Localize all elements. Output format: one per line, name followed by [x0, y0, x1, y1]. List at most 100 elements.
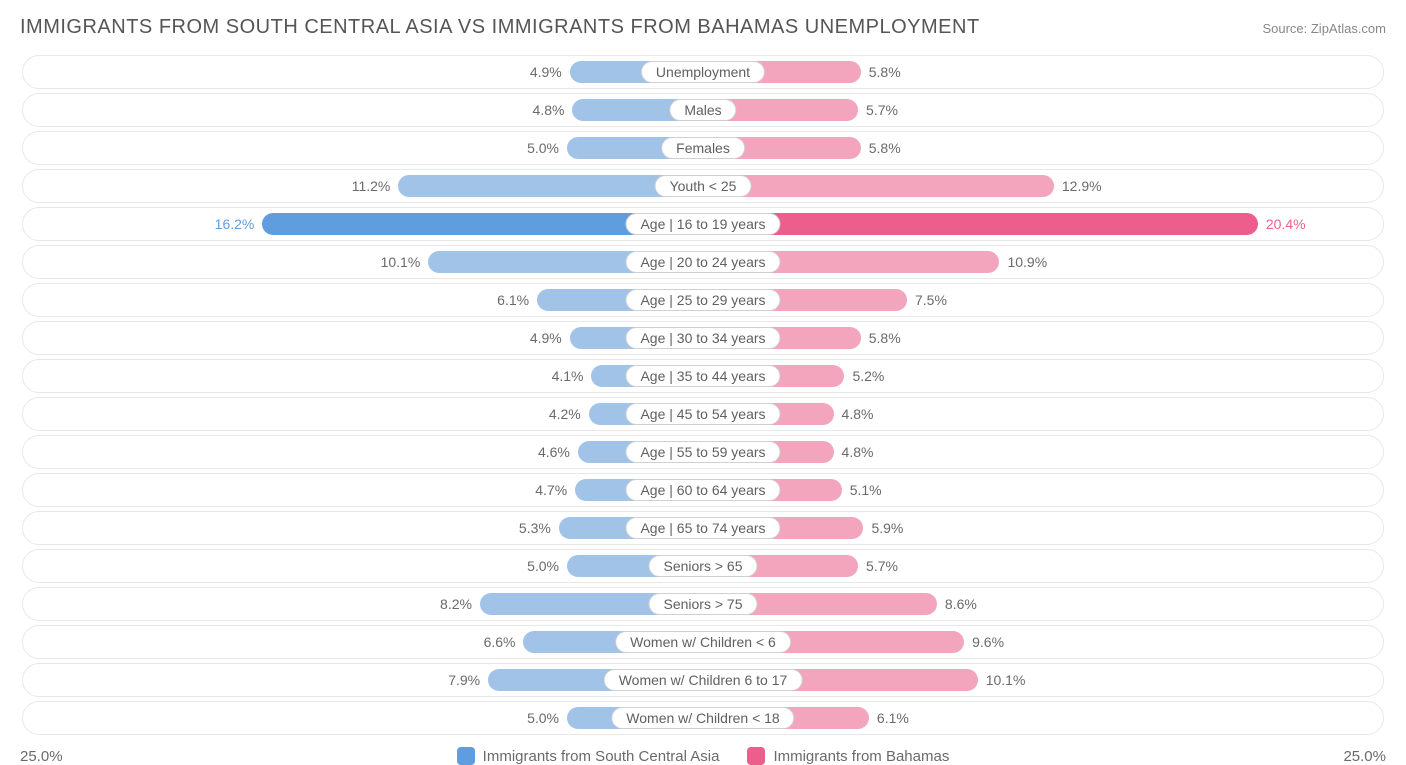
chart-row: 4.9% 5.8% Unemployment	[22, 55, 1384, 89]
category-pill: Seniors > 65	[649, 555, 758, 577]
diverging-bar-chart: 4.9% 5.8% Unemployment 4.8% 5.7% Males 5.0% 5.8…	[20, 55, 1386, 735]
category-pill: Females	[661, 137, 745, 159]
category-pill: Age | 25 to 29 years	[625, 289, 780, 311]
legend-label-left: Immigrants from South Central Asia	[483, 748, 720, 765]
bar-left-container: 6.1%	[23, 284, 703, 316]
value-right: 20.4%	[1258, 216, 1314, 232]
chart-row: 16.2%20.4%Age | 16 to 19 years	[22, 207, 1384, 241]
chart-row: 10.1% 10.9% Age | 20 to 24 years	[22, 245, 1384, 279]
chart-row: 8.2% 8.6% Seniors > 75	[22, 587, 1384, 621]
value-right: 5.9%	[863, 520, 911, 536]
bar-right-container: 5.7%	[703, 550, 1383, 582]
value-left: 4.9%	[522, 330, 570, 346]
bar-right-container: 5.1%	[703, 474, 1383, 506]
value-right: 5.2%	[844, 368, 892, 384]
value-right: 6.1%	[869, 710, 917, 726]
category-pill: Age | 45 to 54 years	[625, 403, 780, 425]
bar-left-container: 4.1%	[23, 360, 703, 392]
value-right: 4.8%	[834, 444, 882, 460]
value-right: 10.9%	[999, 254, 1055, 270]
bar-right	[703, 213, 1258, 235]
category-pill: Unemployment	[641, 61, 765, 83]
value-right: 5.7%	[858, 102, 906, 118]
legend-label-right: Immigrants from Bahamas	[773, 748, 949, 765]
chart-row: 4.7% 5.1% Age | 60 to 64 years	[22, 473, 1384, 507]
bar-left-container: 4.2%	[23, 398, 703, 430]
value-left: 16.2%	[207, 216, 263, 232]
chart-row: 4.6%4.8%Age | 55 to 59 years	[22, 435, 1384, 469]
bar-right-container: 7.5%	[703, 284, 1383, 316]
bar-right-container: 5.8%	[703, 132, 1383, 164]
bar-right-container: 8.6%	[703, 588, 1383, 620]
value-left: 6.1%	[489, 292, 537, 308]
chart-row: 11.2% 12.9% Youth < 25	[22, 169, 1384, 203]
category-pill: Age | 60 to 64 years	[625, 479, 780, 501]
value-left: 5.0%	[519, 558, 567, 574]
value-left: 5.3%	[511, 520, 559, 536]
bar-left-container: 5.3%	[23, 512, 703, 544]
category-pill: Males	[669, 99, 736, 121]
value-left: 10.1%	[373, 254, 429, 270]
axis-left-max: 25.0%	[20, 748, 63, 765]
bar-left-container: 16.2%	[23, 208, 703, 240]
bar-right-container: 10.9%	[703, 246, 1383, 278]
bar-right-container: 20.4%	[703, 208, 1383, 240]
value-left: 7.9%	[440, 672, 488, 688]
source-name: ZipAtlas.com	[1311, 21, 1386, 36]
chart-footer: 25.0% Immigrants from South Central Asia…	[20, 739, 1386, 765]
category-pill: Age | 30 to 34 years	[625, 327, 780, 349]
value-left: 4.7%	[527, 482, 575, 498]
bar-right-container: 4.8%	[703, 398, 1383, 430]
chart-row: 6.1% 7.5% Age | 25 to 29 years	[22, 283, 1384, 317]
axis-right-max: 25.0%	[1343, 748, 1386, 765]
value-left: 5.0%	[519, 140, 567, 156]
category-pill: Women w/ Children 6 to 17	[604, 669, 803, 691]
value-left: 4.8%	[525, 102, 573, 118]
chart-row: 5.0% 6.1% Women w/ Children < 18	[22, 701, 1384, 735]
chart-row: 7.9%10.1%Women w/ Children 6 to 17	[22, 663, 1384, 697]
bar-right-container: 5.8%	[703, 322, 1383, 354]
value-right: 5.8%	[861, 140, 909, 156]
category-pill: Women w/ Children < 18	[611, 707, 794, 729]
legend-item-left: Immigrants from South Central Asia	[457, 747, 720, 765]
bar-right-container: 12.9%	[703, 170, 1383, 202]
bar-left-container: 6.6%	[23, 626, 703, 658]
value-right: 9.6%	[964, 634, 1012, 650]
value-left: 11.2%	[344, 178, 399, 194]
chart-row: 4.9% 5.8% Age | 30 to 34 years	[22, 321, 1384, 355]
value-right: 5.8%	[861, 64, 909, 80]
legend-item-right: Immigrants from Bahamas	[747, 747, 949, 765]
bar-right-container: 6.1%	[703, 702, 1383, 734]
value-left: 5.0%	[519, 710, 567, 726]
chart-title: IMMIGRANTS FROM SOUTH CENTRAL ASIA VS IM…	[20, 16, 980, 39]
value-right: 8.6%	[937, 596, 985, 612]
bar-left-container: 7.9%	[23, 664, 703, 696]
value-left: 4.6%	[530, 444, 578, 460]
value-left: 8.2%	[432, 596, 480, 612]
value-right: 7.5%	[907, 292, 955, 308]
bar-right-container: 9.6%	[703, 626, 1383, 658]
value-right: 5.8%	[861, 330, 909, 346]
value-left: 4.1%	[544, 368, 592, 384]
bar-left-container: 8.2%	[23, 588, 703, 620]
category-pill: Age | 20 to 24 years	[625, 251, 780, 273]
bar-right-container: 5.2%	[703, 360, 1383, 392]
category-pill: Women w/ Children < 6	[615, 631, 791, 653]
source-prefix: Source:	[1262, 21, 1310, 36]
legend-swatch-left	[457, 747, 475, 765]
bar-left-container: 11.2%	[23, 170, 703, 202]
value-right: 12.9%	[1054, 178, 1110, 194]
bar-left-container: 5.0%	[23, 550, 703, 582]
bar-right	[703, 175, 1054, 197]
legend: Immigrants from South Central Asia Immig…	[457, 747, 950, 765]
category-pill: Age | 35 to 44 years	[625, 365, 780, 387]
bar-left-container: 5.0%	[23, 702, 703, 734]
category-pill: Seniors > 75	[649, 593, 758, 615]
bar-right-container: 5.8%	[703, 56, 1383, 88]
value-right: 5.1%	[842, 482, 890, 498]
value-left: 4.9%	[522, 64, 570, 80]
category-pill: Youth < 25	[655, 175, 752, 197]
bar-right-container: 5.9%	[703, 512, 1383, 544]
legend-swatch-right	[747, 747, 765, 765]
bar-left-container: 4.9%	[23, 322, 703, 354]
